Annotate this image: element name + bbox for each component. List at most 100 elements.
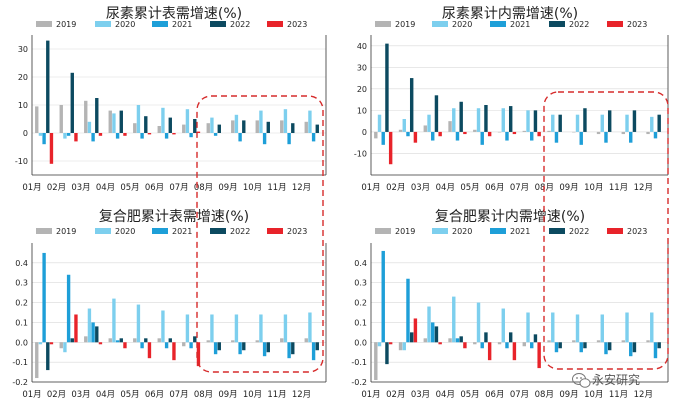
bar-2019-03月: [423, 338, 428, 343]
legend-label: 2023: [287, 20, 307, 29]
x-tick-label: 09月: [218, 183, 237, 193]
bar-2019-04月: [108, 338, 112, 343]
bar-2020-10月: [259, 110, 263, 133]
bar-2021-03月: [431, 322, 435, 343]
chart-panel-compound-fertilizer-apparent-demand: 复合肥累计表需增速(%) 2019 2020 2021 2022 2023 -0.2-0…: [12, 208, 327, 400]
bar-2023-05月: [147, 133, 152, 135]
x-tick-label: 01月: [22, 183, 41, 193]
legend-label: 2020: [452, 20, 472, 29]
x-tick-label: 04月: [436, 183, 455, 193]
axes: [370, 243, 669, 383]
x-tick-label: 10月: [243, 390, 262, 400]
legend: 2019 2020 2021 2022 2023: [375, 227, 647, 236]
bars: [35, 40, 319, 164]
bar-2020-11月: [283, 109, 288, 133]
bar-2019-06月: [157, 338, 161, 343]
bar-2020-12月: [650, 116, 654, 132]
bar-2022-09月: [583, 108, 587, 132]
y-tick-label: 20: [357, 85, 367, 94]
bar-2022-02月: [70, 72, 74, 133]
axes: [370, 35, 669, 176]
bar-2023-06月: [512, 131, 517, 135]
bar-2020-11月: [625, 114, 629, 132]
bar-2021-11月: [629, 342, 633, 357]
y-tick-label: 0.4: [354, 259, 367, 268]
bar-2020-11月: [283, 314, 288, 343]
legend-label: 2021: [172, 20, 192, 29]
bar-2020-05月: [136, 105, 141, 133]
y-tick-label: 0.3: [354, 279, 367, 288]
bar-2021-08月: [213, 133, 218, 136]
bar-2023-02月: [74, 314, 78, 343]
bar-2022-09月: [583, 342, 587, 349]
bar-2019-02月: [59, 105, 63, 133]
bar-2020-02月: [402, 119, 406, 132]
bar-2021-06月: [505, 342, 509, 349]
bar-2020-10月: [259, 314, 263, 343]
bar-2022-09月: [242, 342, 246, 351]
legend-item-2019: 2019: [375, 20, 415, 29]
bar-2020-10月: [600, 314, 604, 343]
chart-title: 复合肥累计内需增速(%): [435, 208, 585, 225]
bar-2020-09月: [575, 314, 580, 343]
bar-2023-05月: [147, 342, 152, 359]
chart-panel-urea-domestic-demand: 尿素累计内需增速(%) 2019 2020 2021 2022 2023 -10 0 10 2…: [354, 6, 669, 193]
bar-2020-03月: [87, 121, 92, 133]
bar-2022-06月: [168, 338, 172, 343]
legend-swatch: [267, 21, 283, 27]
bar-2019-11月: [280, 120, 284, 133]
bar-2022-01月: [46, 40, 50, 133]
bar-2023-04月: [123, 133, 127, 136]
bar-2020-04月: [452, 296, 456, 343]
bar-2021-04月: [455, 338, 460, 343]
bar-2023-04月: [463, 131, 467, 135]
highlight-box-left: [196, 95, 324, 373]
bar-2019-03月: [84, 336, 88, 343]
bar-2019-12月: [646, 340, 650, 343]
bar-2020-07月: [185, 314, 190, 343]
bar-2019-11月: [621, 340, 626, 343]
legend-swatch: [210, 21, 226, 27]
bar-2021-07月: [530, 131, 534, 141]
bar-2019-07月: [182, 342, 186, 347]
bar-2023-07月: [196, 131, 201, 133]
y-axis-ticks: -10 0 10 20 30: [15, 45, 28, 166]
bar-2023-05月: [487, 131, 492, 137]
y-tick-label: -0.1: [351, 358, 367, 367]
bar-2021-11月: [287, 342, 291, 359]
bar-2021-05月: [140, 133, 144, 139]
bar-2023-02月: [413, 318, 418, 343]
x-tick-label: 03月: [71, 390, 90, 400]
bar-2022-01月: [46, 342, 50, 371]
bar-2020-12月: [308, 110, 312, 133]
bar-2021-08月: [554, 342, 559, 353]
x-tick-label: 08月: [194, 390, 213, 400]
bar-2019-09月: [231, 120, 235, 133]
y-tick-label: -10: [354, 149, 367, 158]
bar-2022-02月: [409, 332, 414, 343]
y-tick-label: 40: [357, 42, 367, 51]
legend-label: 2020: [452, 227, 472, 236]
bar-2021-05月: [140, 342, 144, 349]
bar-2022-06月: [168, 117, 172, 133]
bar-2019-09月: [572, 340, 576, 343]
bar-2019-09月: [572, 131, 576, 133]
bar-2023-02月: [74, 133, 78, 142]
bar-2019-04月: [108, 110, 112, 133]
x-tick-label: 05月: [120, 390, 139, 400]
legend-item-2022: 2022: [210, 20, 250, 29]
bar-2020-07月: [526, 110, 530, 132]
bar-2023-01月: [388, 131, 393, 165]
legend-swatch: [549, 21, 565, 27]
x-tick-label: 02月: [47, 183, 66, 193]
bar-2020-03月: [427, 306, 431, 343]
x-tick-label: 11月: [267, 183, 286, 193]
bar-2021-09月: [579, 342, 583, 353]
legend-swatch: [267, 228, 283, 234]
bar-2023-03月: [98, 133, 103, 136]
bar-2022-11月: [291, 123, 295, 133]
bar-2019-11月: [280, 338, 284, 343]
legend-label: 2022: [569, 227, 589, 236]
y-tick-label: -10: [15, 157, 28, 166]
